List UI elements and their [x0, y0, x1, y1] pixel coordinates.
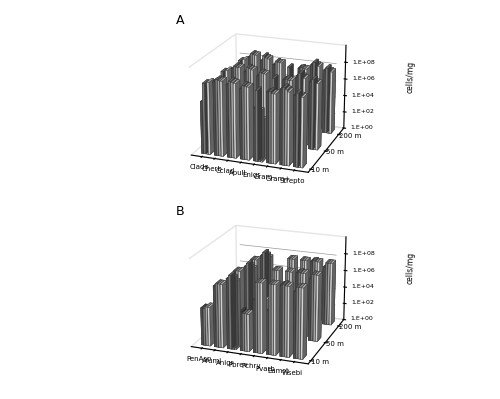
Text: B: B	[176, 205, 184, 218]
Text: A: A	[176, 14, 184, 27]
